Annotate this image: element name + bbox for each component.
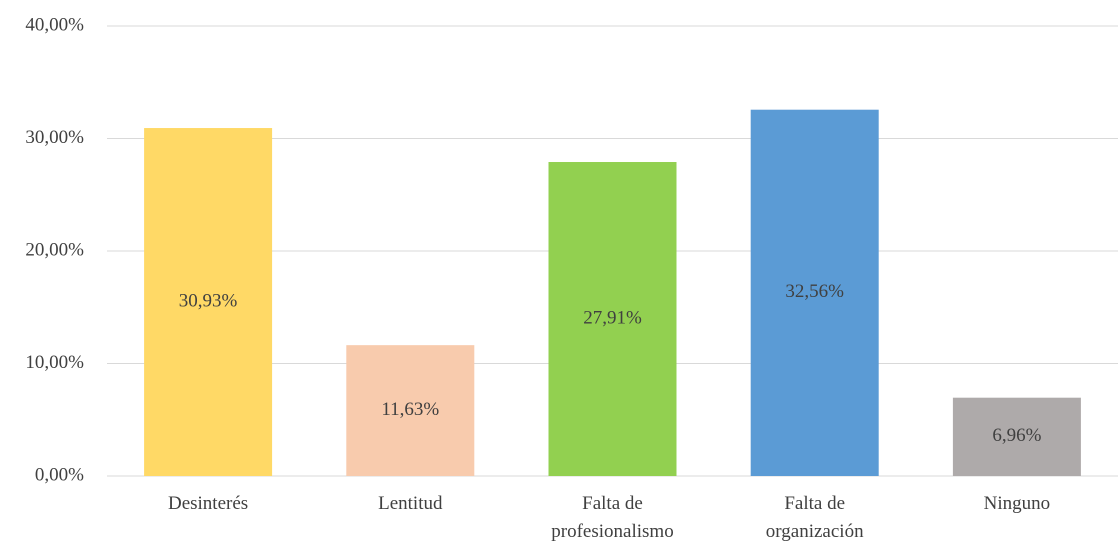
bar	[548, 162, 677, 476]
y-tick-label: 10,00%	[25, 352, 84, 373]
data-label: 32,56%	[785, 281, 844, 302]
data-label: 11,63%	[381, 399, 439, 420]
x-tick-label: Lentitud	[378, 493, 443, 514]
x-tick-label: Desinterés	[168, 493, 248, 514]
x-tick-label: Ninguno	[984, 493, 1051, 514]
bar	[346, 345, 475, 476]
y-tick-label: 40,00%	[25, 14, 84, 35]
bar	[144, 128, 273, 476]
data-label: 6,96%	[992, 425, 1041, 446]
x-tick-label: Falta de organización	[766, 493, 864, 542]
data-label: 30,93%	[179, 290, 238, 311]
y-tick-label: 20,00%	[25, 239, 84, 260]
y-tick-label: 0,00%	[35, 464, 84, 485]
bar	[952, 397, 1081, 476]
bar	[750, 109, 879, 476]
x-tick-label: Falta de profesionalismo	[551, 493, 673, 542]
y-tick-label: 30,00%	[25, 127, 84, 148]
data-label: 27,91%	[583, 307, 642, 328]
